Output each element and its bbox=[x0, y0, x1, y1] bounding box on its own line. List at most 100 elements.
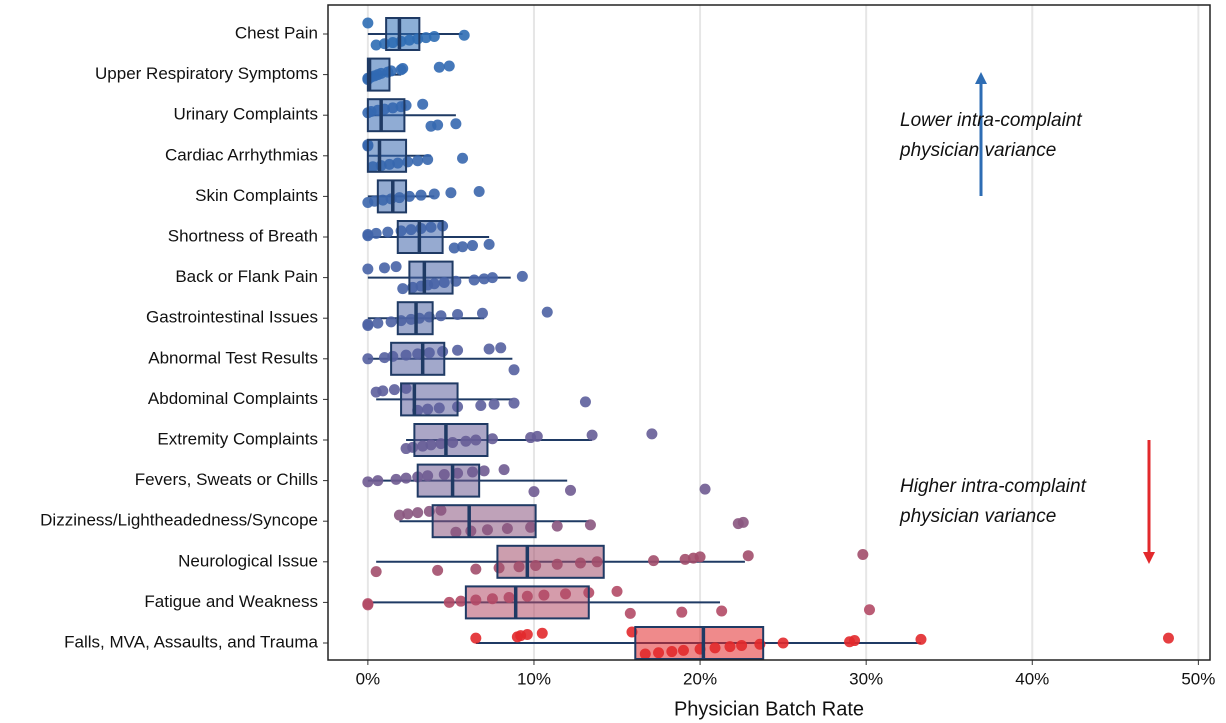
point bbox=[478, 465, 490, 477]
box bbox=[390, 341, 446, 376]
y-tick-label: Dizziness/Lightheadedness/Syncope bbox=[40, 511, 318, 530]
y-tick-label: Abnormal Test Results bbox=[148, 348, 318, 367]
point bbox=[495, 342, 507, 354]
y-tick-label: Abdominal Complaints bbox=[148, 389, 318, 408]
point bbox=[417, 98, 429, 110]
point bbox=[452, 309, 464, 321]
box bbox=[496, 544, 605, 579]
box bbox=[464, 585, 590, 620]
point bbox=[498, 464, 510, 476]
box bbox=[408, 260, 454, 295]
point bbox=[362, 476, 374, 488]
point bbox=[470, 563, 482, 575]
point bbox=[676, 606, 688, 618]
y-tick-label: Fatigue and Weakness bbox=[144, 592, 318, 611]
point bbox=[508, 397, 520, 409]
point bbox=[849, 635, 861, 647]
point bbox=[397, 283, 409, 295]
point bbox=[467, 240, 479, 252]
point bbox=[486, 433, 498, 445]
point bbox=[443, 60, 455, 72]
point bbox=[508, 364, 520, 376]
point bbox=[415, 189, 427, 201]
x-tick-label: 10% bbox=[517, 669, 551, 688]
point bbox=[420, 32, 432, 44]
annotation: physician variance bbox=[899, 140, 1056, 161]
y-tick-label: Urinary Complaints bbox=[173, 105, 318, 124]
point bbox=[536, 627, 548, 639]
point bbox=[362, 17, 374, 29]
point bbox=[521, 628, 533, 640]
point bbox=[393, 509, 405, 521]
point bbox=[370, 566, 382, 578]
y-tick-label: Back or Flank Pain bbox=[175, 267, 318, 286]
point bbox=[476, 307, 488, 319]
point bbox=[551, 520, 563, 532]
point bbox=[857, 548, 869, 560]
box bbox=[400, 382, 459, 417]
box bbox=[385, 17, 421, 51]
point bbox=[372, 475, 384, 487]
point bbox=[362, 263, 374, 275]
point bbox=[435, 310, 447, 322]
point bbox=[428, 188, 440, 200]
point bbox=[385, 316, 397, 328]
point bbox=[648, 555, 660, 567]
point bbox=[457, 152, 469, 164]
point bbox=[433, 61, 445, 73]
point bbox=[377, 385, 389, 397]
point bbox=[473, 186, 485, 198]
point bbox=[443, 596, 455, 608]
point bbox=[475, 400, 487, 412]
y-tick-label: Gastrointestinal Issues bbox=[146, 308, 318, 327]
x-axis-title: Physician Batch Rate bbox=[674, 698, 864, 720]
point bbox=[458, 29, 470, 41]
annotation: physician variance bbox=[899, 506, 1056, 527]
point bbox=[565, 484, 577, 496]
point bbox=[362, 318, 374, 330]
point bbox=[432, 564, 444, 576]
y-tick-label: Falls, MVA, Assaults, and Trauma bbox=[64, 632, 318, 651]
point bbox=[370, 39, 382, 51]
point bbox=[468, 274, 480, 286]
point bbox=[388, 384, 400, 396]
point bbox=[531, 430, 543, 442]
point bbox=[716, 605, 728, 617]
plot-frame bbox=[327, 4, 1211, 661]
y-tick-label: Fevers, Sweats or Chills bbox=[135, 470, 318, 489]
point bbox=[362, 229, 374, 241]
annotation: Lower intra-complaint bbox=[900, 110, 1082, 131]
point bbox=[579, 396, 591, 408]
point bbox=[742, 550, 754, 562]
y-tick-label: Neurological Issue bbox=[178, 551, 318, 570]
point bbox=[378, 352, 390, 364]
box bbox=[416, 463, 481, 498]
point bbox=[378, 262, 390, 274]
x-tick-label: 50% bbox=[1181, 669, 1215, 688]
annotation: Higher intra-complaint bbox=[900, 476, 1087, 497]
point bbox=[470, 632, 482, 644]
point bbox=[448, 242, 460, 254]
point bbox=[694, 551, 706, 563]
x-tick-label: 20% bbox=[683, 669, 717, 688]
point bbox=[400, 472, 412, 484]
point bbox=[397, 62, 409, 74]
x-tick-label: 40% bbox=[1015, 669, 1049, 688]
box bbox=[431, 504, 537, 539]
point bbox=[611, 585, 623, 597]
point bbox=[541, 306, 553, 318]
point bbox=[777, 637, 789, 649]
box bbox=[413, 423, 489, 457]
point bbox=[646, 428, 658, 440]
point bbox=[362, 353, 374, 365]
y-tick-label: Skin Complaints bbox=[195, 186, 318, 205]
point bbox=[422, 153, 434, 165]
x-tick-label: 30% bbox=[849, 669, 883, 688]
point bbox=[488, 398, 500, 410]
y-tick-label: Shortness of Breath bbox=[168, 226, 318, 245]
y-tick-label: Upper Respiratory Symptoms bbox=[95, 64, 318, 83]
box bbox=[366, 98, 406, 133]
point bbox=[863, 604, 875, 616]
point bbox=[516, 270, 528, 282]
point bbox=[390, 473, 402, 485]
